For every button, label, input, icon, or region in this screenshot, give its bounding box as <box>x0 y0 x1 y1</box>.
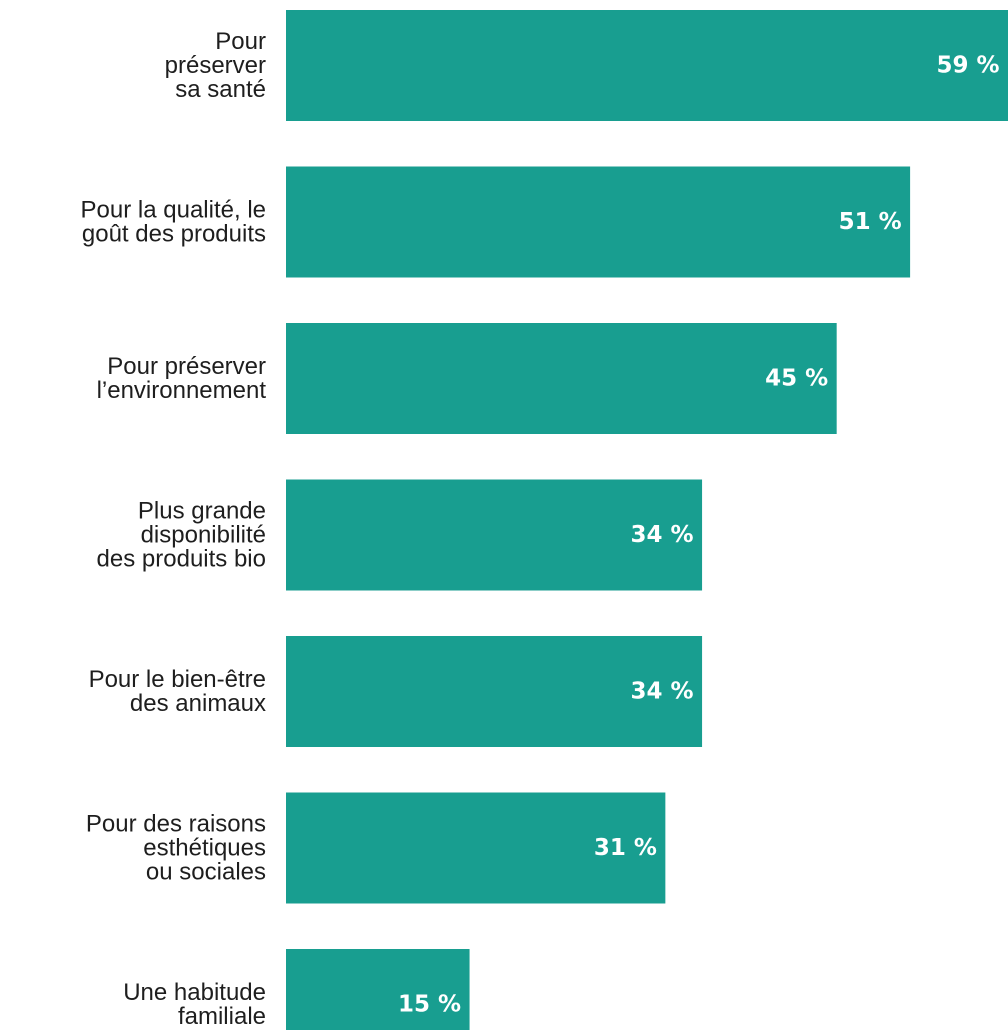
category-label-line: Pour la qualité, le <box>81 197 266 224</box>
bar-value-label: 34 % <box>631 679 694 705</box>
category-label: Pour des raisons esthétiques ou sociales <box>86 811 266 886</box>
category-label-line: des animaux <box>130 690 266 717</box>
category-label-line: esthétiques <box>143 835 266 862</box>
category-label-line: des produits bio <box>97 546 266 573</box>
category-label-line: ou sociales <box>146 859 266 886</box>
bar <box>286 166 911 278</box>
category-label-line: Une habitude <box>123 979 266 1006</box>
bar-value-label: 59 % <box>936 53 999 79</box>
bar <box>286 792 666 904</box>
bar <box>286 949 470 1030</box>
category-label-line: sa santé <box>175 76 266 103</box>
category-label: Pour la qualité, le goût des produits <box>81 197 266 248</box>
category-label-line: Pour des raisons <box>86 811 266 838</box>
category-label-line: Pour le bien-être <box>89 666 266 693</box>
bar-value-label: 15 % <box>398 992 461 1018</box>
bar <box>286 636 703 747</box>
category-label-line: Pour <box>215 28 266 55</box>
category-label-line: Plus grande <box>138 498 266 525</box>
category-label: Pour préserver sa santé <box>165 28 266 103</box>
category-label-line: disponibilité <box>141 522 266 549</box>
bar <box>286 323 837 434</box>
category-label-line: goût des produits <box>82 221 266 248</box>
category-label-line: Pour préserver <box>107 353 266 380</box>
bar <box>286 479 703 591</box>
category-label-line: l’environnement <box>97 377 267 404</box>
category-label: Une habitude familiale <box>123 979 266 1030</box>
bar-value-label: 45 % <box>765 366 828 392</box>
category-label-line: familiale <box>178 1003 266 1030</box>
bar-value-label: 34 % <box>631 522 694 548</box>
bar-value-label: 51 % <box>839 209 902 235</box>
category-label: Plus grande disponibilité des produits bio <box>97 498 266 573</box>
category-label-line: préserver <box>165 52 266 79</box>
category-label: Pour préserver l’environnement <box>97 353 267 404</box>
bar-value-label: 31 % <box>594 835 657 861</box>
category-label: Pour le bien-être des animaux <box>89 666 266 717</box>
bar <box>286 10 1008 121</box>
